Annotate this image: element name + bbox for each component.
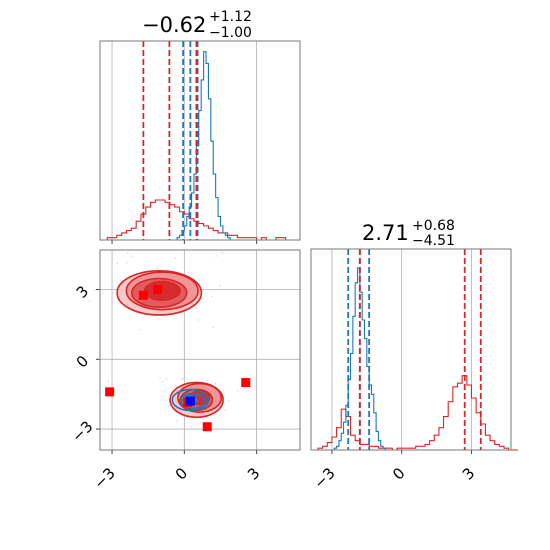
- joint-red-marker-1: [153, 285, 163, 295]
- joint-sample-point: [165, 377, 168, 380]
- joint-blue-contour-level1: [171, 388, 210, 412]
- joint-sample-point: [156, 267, 159, 270]
- joint-blue-marker-0: [185, 396, 195, 406]
- joint-sample-point: [219, 284, 221, 287]
- joint-sample-point: [130, 255, 133, 258]
- marginal-param1-red-histogram: [102, 199, 291, 241]
- joint-sample-point: [110, 299, 113, 302]
- joint-sample-point: [161, 380, 164, 383]
- joint-sample-point: [138, 328, 141, 331]
- joint-sample-point: [224, 409, 226, 411]
- joint-sample-point: [174, 385, 177, 388]
- joint-xtick-label-0: −3: [91, 464, 119, 492]
- joint-sample-point: [227, 399, 230, 402]
- joint-sample-point: [215, 255, 218, 257]
- joint-ytick-label-0: −3: [68, 417, 96, 445]
- joint-sample-point: [88, 300, 91, 303]
- joint-frame: [99, 249, 301, 451]
- joint-sample-point: [182, 377, 185, 380]
- marginal-param1-frame: [99, 40, 301, 241]
- joint-sample-point: [128, 274, 131, 277]
- joint-sample-point: [159, 376, 162, 379]
- joint-sample-point: [174, 257, 177, 260]
- joint-sample-point: [195, 307, 198, 310]
- joint-sample-point: [187, 272, 190, 275]
- joint-sample-point: [197, 319, 200, 321]
- marginal-param1-panel: [99, 40, 301, 244]
- joint-sample-point: [214, 382, 217, 385]
- joint-sample-point: [190, 425, 193, 428]
- marginal-param2-xtick-label-2: 3: [459, 464, 478, 483]
- marginal-param2-panel: −3 0 3: [310, 248, 518, 492]
- joint-sample-point: [212, 326, 214, 329]
- joint-red-marker-4: [202, 422, 212, 432]
- marginal-param2-xtick-label-0: −3: [310, 464, 338, 492]
- joint-sample-point: [236, 389, 239, 392]
- marginal-param2-red-histogram: [313, 375, 518, 451]
- joint-ytick-label-2: 3: [73, 282, 92, 301]
- joint-sample-point: [107, 380, 110, 383]
- joint-sample-point: [175, 419, 178, 422]
- joint-sample-point: [201, 289, 204, 291]
- joint-ytick-label-1: 0: [73, 352, 92, 371]
- joint-blue-contour-level2: [178, 392, 206, 410]
- joint-sample-point: [126, 252, 129, 254]
- joint-sample-point: [112, 292, 115, 294]
- marginal-param2-frame: [310, 248, 512, 451]
- title-param1-upper: +1.12: [209, 9, 252, 25]
- joint-sample-point: [94, 288, 96, 291]
- joint-sample-point: [201, 379, 204, 381]
- joint-sample-point: [222, 388, 225, 391]
- title-param1-lower: −1.00: [209, 25, 252, 41]
- joint-sample-point: [125, 261, 128, 264]
- joint-sample-point: [180, 378, 183, 381]
- joint-xtick-label-2: 3: [244, 464, 263, 483]
- joint-red-marker-3: [241, 378, 251, 388]
- title-param1-median: −0.62: [142, 13, 206, 37]
- title-param2-lower: −4.51: [412, 233, 455, 249]
- joint-sample-point: [222, 288, 225, 291]
- title-param2-upper: +0.68: [412, 218, 455, 234]
- joint-panel: −3 0 3 −3 0 3: [68, 249, 301, 492]
- joint-sample-point: [221, 251, 224, 254]
- title-param1: −0.62 +1.12 −1.00: [142, 9, 252, 41]
- joint-sample-point: [211, 295, 214, 298]
- marginal-param2-xtick-label-1: 0: [389, 464, 408, 483]
- joint-sample-point: [206, 379, 209, 382]
- joint-sample-point: [161, 394, 164, 397]
- title-param2-median: 2.71: [362, 221, 409, 245]
- joint-xtick-label-1: 0: [172, 464, 191, 483]
- title-param2: 2.71 +0.68 −4.51: [362, 218, 455, 249]
- joint-sample-point: [116, 262, 119, 264]
- joint-sample-point: [200, 298, 203, 301]
- joint-red-marker-2: [105, 387, 115, 397]
- joint-sample-point: [167, 405, 170, 407]
- joint-red-marker-0: [138, 290, 148, 300]
